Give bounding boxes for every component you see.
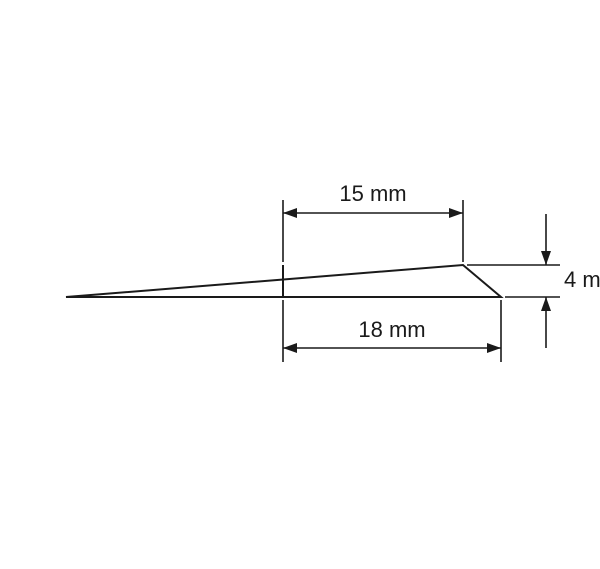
dimension-bottom-label: 18 mm [358, 317, 425, 342]
dimension-right: 4 mm [467, 214, 600, 348]
dimension-right-label: 4 mm [564, 267, 600, 292]
dimension-bottom: 18 mm [283, 300, 501, 362]
dimension-top-label: 15 mm [339, 181, 406, 206]
dimension-top: 15 mm [283, 181, 463, 262]
technical-drawing: 15 mm 18 mm 4 mm [0, 0, 600, 569]
profile-shape [66, 265, 501, 297]
